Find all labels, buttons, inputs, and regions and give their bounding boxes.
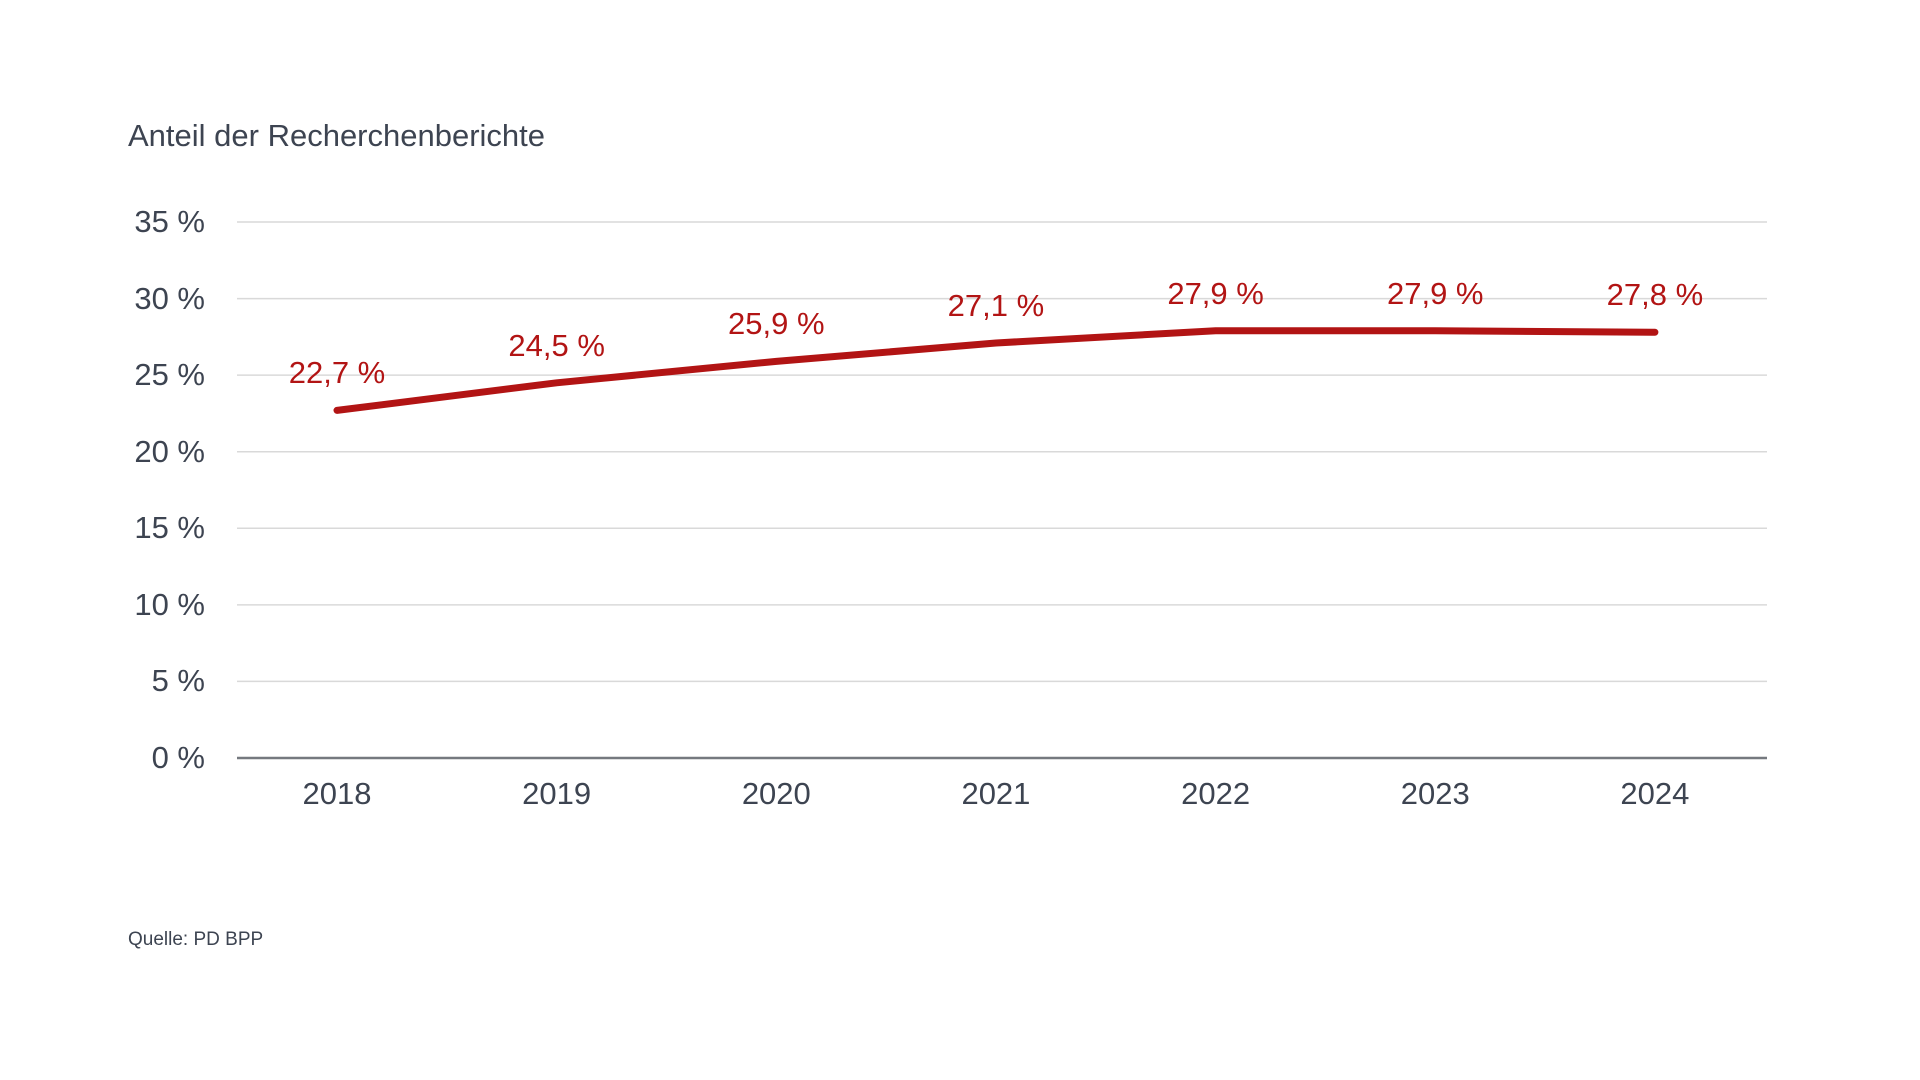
y-axis-tick-label: 0 % [151,740,205,775]
value-label: 27,8 % [1606,277,1704,313]
x-axis-tick-label: 2023 [1400,776,1470,811]
x-axis-tick-label: 2021 [961,776,1031,811]
x-axis-tick-label: 2020 [741,776,811,811]
x-axis-tick-label: 2024 [1620,776,1690,811]
data-line [333,327,1659,414]
value-label: 27,1 % [947,287,1045,323]
y-axis-tick-label: 30 % [134,280,205,316]
y-axis-tick-label: 15 % [134,510,205,546]
value-label: 27,9 % [1386,275,1484,311]
x-axis-tick-label: 2018 [302,776,372,811]
value-label: 25,9 % [728,306,825,342]
source-note: Quelle: PD BPP [128,929,264,950]
chart-title: Anteil der Recherchenberichte [128,118,546,153]
x-axis-tick-label: 2022 [1181,776,1251,811]
y-axis-tick-label: 10 % [134,586,205,622]
value-label: 22,7 % [288,355,386,391]
y-axis-tick-label: 25 % [134,357,205,393]
y-axis-tick-label: 35 % [134,204,205,239]
value-label: 27,9 % [1167,275,1264,311]
value-label: 24,5 % [508,327,605,363]
y-axis-tick-label: 20 % [134,433,205,469]
y-axis-tick-label: 5 % [151,663,205,699]
x-axis-tick-label: 2019 [522,776,592,811]
